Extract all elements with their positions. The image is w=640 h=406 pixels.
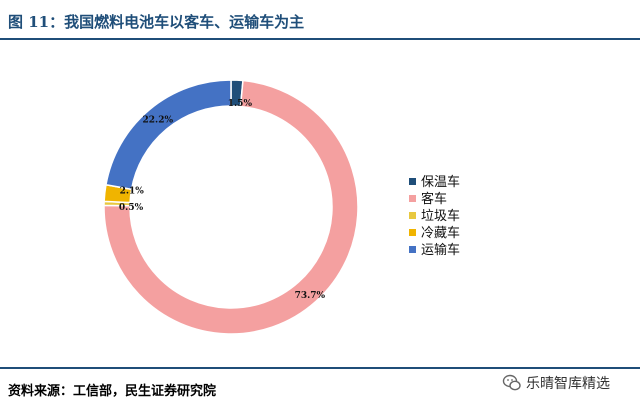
legend-swatch-2 [409,195,416,202]
source-note: 资料来源：工信部，民生证券研究院 [8,384,217,399]
data-label-3: 0.5% [119,203,144,213]
watermark: 乐晴智库精选 [498,371,614,395]
donut-labels: 1.5% 73.7% 0.5% 2.1% 22.2% [119,99,326,301]
page-title: 图 11：我国燃料电池车以客车、运输车为主 [8,13,305,31]
legend-label-5: 运输车 [421,242,460,258]
donut-slice-2 [103,79,359,335]
legend-label-3: 垃圾车 [421,208,460,224]
legend-label-1: 保温车 [421,174,460,190]
data-label-4: 2.1% [120,186,145,196]
watermark-text: 乐晴智库精选 [526,376,610,392]
data-label-5: 22.2% [143,116,174,126]
data-label-2: 73.7% [295,291,326,301]
data-label-1: 1.5% [228,99,253,109]
legend-swatch-4 [409,229,416,236]
legend-label-4: 冷藏车 [421,225,460,241]
donut-slices [103,79,359,335]
footer-divider [0,367,640,369]
wechat-icon [502,374,521,391]
legend-swatch-5 [409,246,416,253]
title-bar: 图 11：我国燃料电池车以客车、运输车为主 [0,0,640,40]
legend-swatch-1 [409,178,416,185]
legend-label-2: 客车 [421,191,447,207]
donut-slice-5 [105,79,232,191]
legend-swatch-3 [409,212,416,219]
